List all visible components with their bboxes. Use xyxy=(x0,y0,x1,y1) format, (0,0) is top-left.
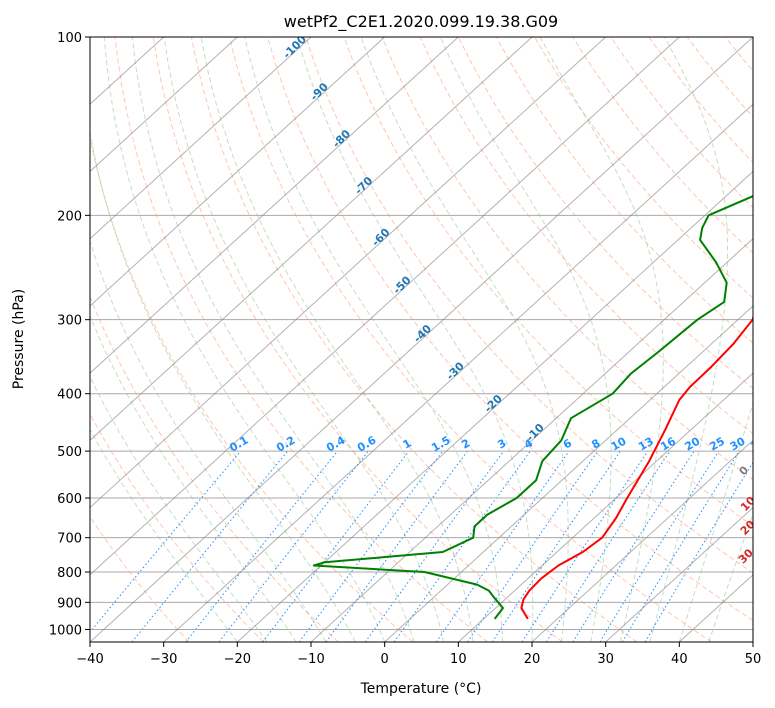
mixing-ratio-line xyxy=(491,450,621,642)
isotherm-line xyxy=(90,37,607,509)
y-tick-label: 800 xyxy=(57,566,82,581)
moist-adiabat-line xyxy=(90,129,356,642)
x-tick-label: −40 xyxy=(76,652,103,667)
dry-adiabat-line xyxy=(152,37,563,642)
y-tick-label: 400 xyxy=(57,388,82,403)
isotherm-line xyxy=(236,170,753,642)
dry-adiabat-line xyxy=(305,37,753,574)
isotherm-line xyxy=(752,641,753,642)
mixing-ratio-line xyxy=(90,450,242,633)
moist-adiabat-line xyxy=(163,37,445,642)
x-tick-label: 30 xyxy=(597,652,614,667)
dewpoint-profile-line xyxy=(312,195,753,620)
y-tick-label: 200 xyxy=(57,209,82,224)
isotherm-line xyxy=(90,37,459,374)
plot-frame xyxy=(89,36,754,643)
isotherm-line xyxy=(90,37,386,307)
dry-adiabat-line xyxy=(267,37,753,622)
isotherm-line xyxy=(163,103,753,642)
moist-adiabat-line xyxy=(131,37,415,642)
isotherm-line xyxy=(605,506,753,642)
isotherm-line xyxy=(90,37,753,642)
moist-adiabat-line xyxy=(90,428,238,642)
isotherm-line xyxy=(90,37,312,240)
moist-adiabat-line xyxy=(678,401,753,642)
moist-adiabat-line xyxy=(296,37,534,642)
sounding-lines xyxy=(312,195,753,620)
x-tick-label: 40 xyxy=(671,652,688,667)
moist-adiabat-line xyxy=(439,37,612,642)
isotherm-line xyxy=(384,305,753,642)
x-tick-label: 20 xyxy=(524,652,541,667)
y-axis-title: Pressure (hPa) xyxy=(11,289,27,389)
axis-ticks: −40 −30 −20 −10 0 10 20 30 40 50 100 200 300 400 500 60… xyxy=(49,31,761,667)
y-tick-label: 1000 xyxy=(49,623,82,638)
dry-adiabat-line xyxy=(90,412,264,642)
y-tick-label: 600 xyxy=(57,492,82,507)
chart-title: wetPf2_C2E1.2020.099.19.38.G09 xyxy=(284,12,558,32)
y-tick-label: 700 xyxy=(57,532,82,547)
mixing-ratio-line xyxy=(467,450,599,642)
x-tick-label: 0 xyxy=(381,652,389,667)
dry-adiabat-line xyxy=(343,37,753,527)
mixing-ratio-line xyxy=(325,450,468,642)
moist-adiabat-line xyxy=(708,513,753,642)
dry-adiabat-line xyxy=(419,37,753,435)
mixing-ratio-line xyxy=(262,450,410,642)
mixing-ratio-line xyxy=(185,450,338,642)
mixing-ratio-label: 36 xyxy=(748,434,768,453)
temperature-profile-line xyxy=(520,314,753,620)
moist-adiabat-line xyxy=(90,239,327,642)
dry-adiabat-line xyxy=(495,37,753,344)
mixing-ratio-line xyxy=(364,450,505,642)
moist-adiabat-line xyxy=(360,37,569,642)
mixing-ratio-line xyxy=(435,450,570,642)
isotherm-line xyxy=(310,237,753,642)
dry-adiabat-line xyxy=(763,37,775,642)
mixing-ratio-line xyxy=(298,450,444,642)
moist-adiabat-line xyxy=(200,37,474,642)
isotherm-line xyxy=(90,37,680,576)
y-tick-label: 300 xyxy=(57,314,82,329)
moist-adiabat-line xyxy=(244,37,503,642)
x-tick-label: 10 xyxy=(450,652,467,667)
mixing-ratio-line xyxy=(572,450,695,642)
mixing-ratio-line xyxy=(131,450,288,642)
x-tick-label: 50 xyxy=(745,652,762,667)
dry-adiabat-line xyxy=(457,37,753,389)
isotherm-line xyxy=(457,372,753,642)
moist-adiabat-line xyxy=(539,37,664,642)
y-tick-label: 900 xyxy=(57,596,82,611)
dry-adiabat-line xyxy=(229,37,712,642)
mixing-ratio-line xyxy=(521,450,649,642)
dry-adiabat-line xyxy=(114,37,488,642)
moist-adiabat-line xyxy=(90,375,268,642)
moist-adiabat-label: 40 xyxy=(749,575,769,595)
dry-adiabat-line xyxy=(190,37,638,642)
mixing-ratio-line xyxy=(621,450,740,642)
grid-lines xyxy=(90,37,775,642)
isotherm-line xyxy=(90,37,533,442)
moist-adiabat-line xyxy=(90,314,297,642)
isotherm-line xyxy=(531,439,753,642)
y-tick-label: 500 xyxy=(57,445,82,460)
dry-adiabat-line xyxy=(381,37,753,481)
x-tick-label: −20 xyxy=(224,652,251,667)
x-tick-label: −10 xyxy=(297,652,324,667)
dry-adiabat-line xyxy=(534,37,753,299)
y-tick-label: 100 xyxy=(57,31,82,46)
mixing-ratio-line xyxy=(545,450,671,642)
x-tick-label: −30 xyxy=(150,652,177,667)
isotherm-line xyxy=(90,37,238,173)
x-axis-title: Temperature (°C) xyxy=(360,681,482,697)
